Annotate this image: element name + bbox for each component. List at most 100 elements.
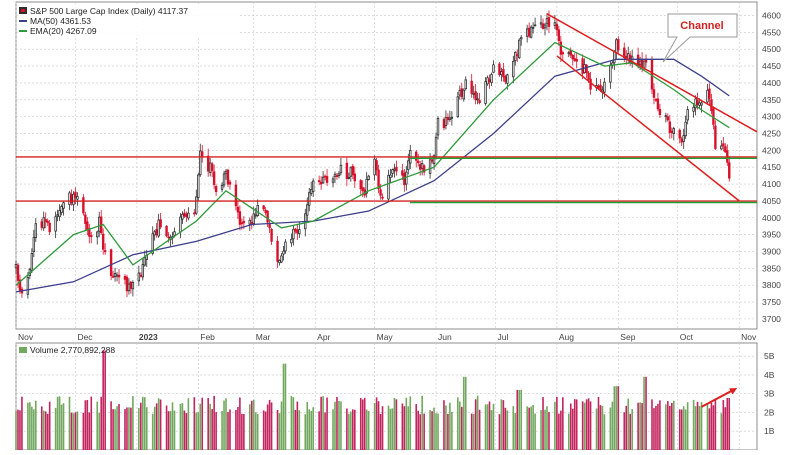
volume-bar-up	[72, 413, 75, 450]
candle-up	[197, 174, 200, 198]
volume-bar-up	[518, 389, 521, 450]
volume-bar-down	[655, 405, 657, 450]
candle-down	[575, 59, 578, 62]
volume-bar-up	[98, 412, 101, 450]
candle-up	[698, 102, 701, 106]
candle-up	[603, 81, 606, 93]
volume-bar-up	[514, 412, 517, 450]
candle-down	[185, 213, 188, 217]
volume-bar-down	[710, 402, 713, 450]
volume-bar-up	[459, 401, 461, 450]
volume-bar-down	[431, 411, 433, 450]
candle-down	[722, 143, 725, 147]
volume-bar-down	[653, 408, 655, 450]
volume-bar-up	[15, 410, 17, 450]
volume-bar-up	[199, 403, 202, 450]
volume-bar-up	[700, 402, 703, 450]
x-tick-label: Mar	[256, 332, 271, 342]
volume-bar-down	[488, 401, 491, 450]
volume-bar-up	[631, 409, 633, 450]
volume-bar-down	[645, 376, 647, 450]
candle-down	[555, 23, 559, 31]
volume-bar-down	[573, 399, 576, 450]
price-legend-swatch-inner	[21, 9, 25, 12]
volume-bar-down	[629, 413, 631, 450]
volume-bar-up	[449, 402, 451, 450]
volume-bar-up	[225, 398, 227, 450]
price-y-tick-label: 3800	[762, 280, 781, 290]
candle-up	[298, 229, 301, 235]
horizontal-levels	[16, 156, 757, 204]
volume-bar-up	[282, 363, 285, 450]
volume-bar-up	[464, 376, 467, 450]
candle-up	[72, 193, 75, 206]
candle-up	[444, 117, 448, 126]
candle-up	[490, 74, 493, 84]
candle-down	[16, 264, 20, 281]
volume-bar-down	[82, 412, 85, 450]
price-y-tick-label: 4450	[762, 61, 781, 71]
x-tick-label: Jul	[497, 332, 508, 342]
x-tick-label: Dec	[77, 332, 93, 342]
volume-bar-up	[221, 410, 223, 450]
candle-down	[547, 17, 551, 27]
candle-up	[533, 24, 537, 27]
volume-bar-up	[611, 401, 614, 450]
candle-down	[40, 221, 43, 228]
candle-down	[206, 155, 210, 172]
candle-down	[353, 173, 356, 182]
volume-bar-down	[363, 397, 366, 450]
volume-bar-up	[486, 404, 489, 450]
volume-y-tick-label: 3B	[764, 389, 775, 399]
volume-bar-up	[157, 398, 160, 450]
volume-bar-up	[686, 402, 689, 450]
x-tick-label: 2023	[139, 332, 158, 342]
candle-down	[589, 78, 592, 90]
candle-up	[339, 164, 343, 174]
volume-bar-down	[447, 413, 449, 450]
volume-bar-up	[187, 398, 190, 450]
candle-down	[226, 169, 230, 185]
volume-bar-down	[237, 406, 239, 450]
candle-down	[460, 88, 463, 97]
volume-bar-down	[326, 397, 328, 450]
volume-bar-up	[153, 406, 156, 450]
candle-up	[420, 163, 424, 169]
candle-down	[381, 196, 384, 199]
candle-down	[569, 50, 572, 56]
volume-bar-down	[270, 402, 273, 450]
volume-bar-up	[405, 397, 408, 450]
candle-up	[199, 150, 202, 176]
candle-down	[228, 181, 232, 185]
volume-bar-up	[62, 403, 65, 450]
volume-bar-down	[250, 400, 253, 450]
volume-bar-down	[585, 399, 588, 450]
candle-up	[492, 64, 495, 73]
volume-bar-down	[211, 409, 213, 450]
volume-bar-up	[35, 400, 37, 450]
volume-bar-up	[393, 398, 396, 450]
candle-up	[458, 90, 462, 96]
candle-up	[349, 167, 353, 177]
volume-bar-up	[433, 407, 435, 450]
candle-up	[686, 109, 689, 121]
x-tick-label: Jun	[438, 332, 452, 342]
volume-bar-down	[659, 400, 661, 450]
volume-bar-up	[298, 410, 301, 450]
candle-down	[212, 171, 216, 185]
volume-bar-down	[571, 408, 574, 450]
candle-up	[280, 255, 283, 263]
volume-bar-up	[698, 405, 701, 450]
volume-bar-up	[500, 399, 503, 450]
candle-down	[654, 98, 658, 101]
volume-bar-down	[213, 395, 215, 450]
candle-up	[310, 189, 313, 194]
volume-y-tick-label: 5B	[764, 351, 775, 361]
volume-bar-up	[554, 401, 556, 450]
price-y-tick-label: 3700	[762, 314, 781, 324]
volume-bar-down	[110, 401, 112, 450]
candle-down	[242, 220, 246, 224]
volume-bar-down	[140, 402, 142, 450]
